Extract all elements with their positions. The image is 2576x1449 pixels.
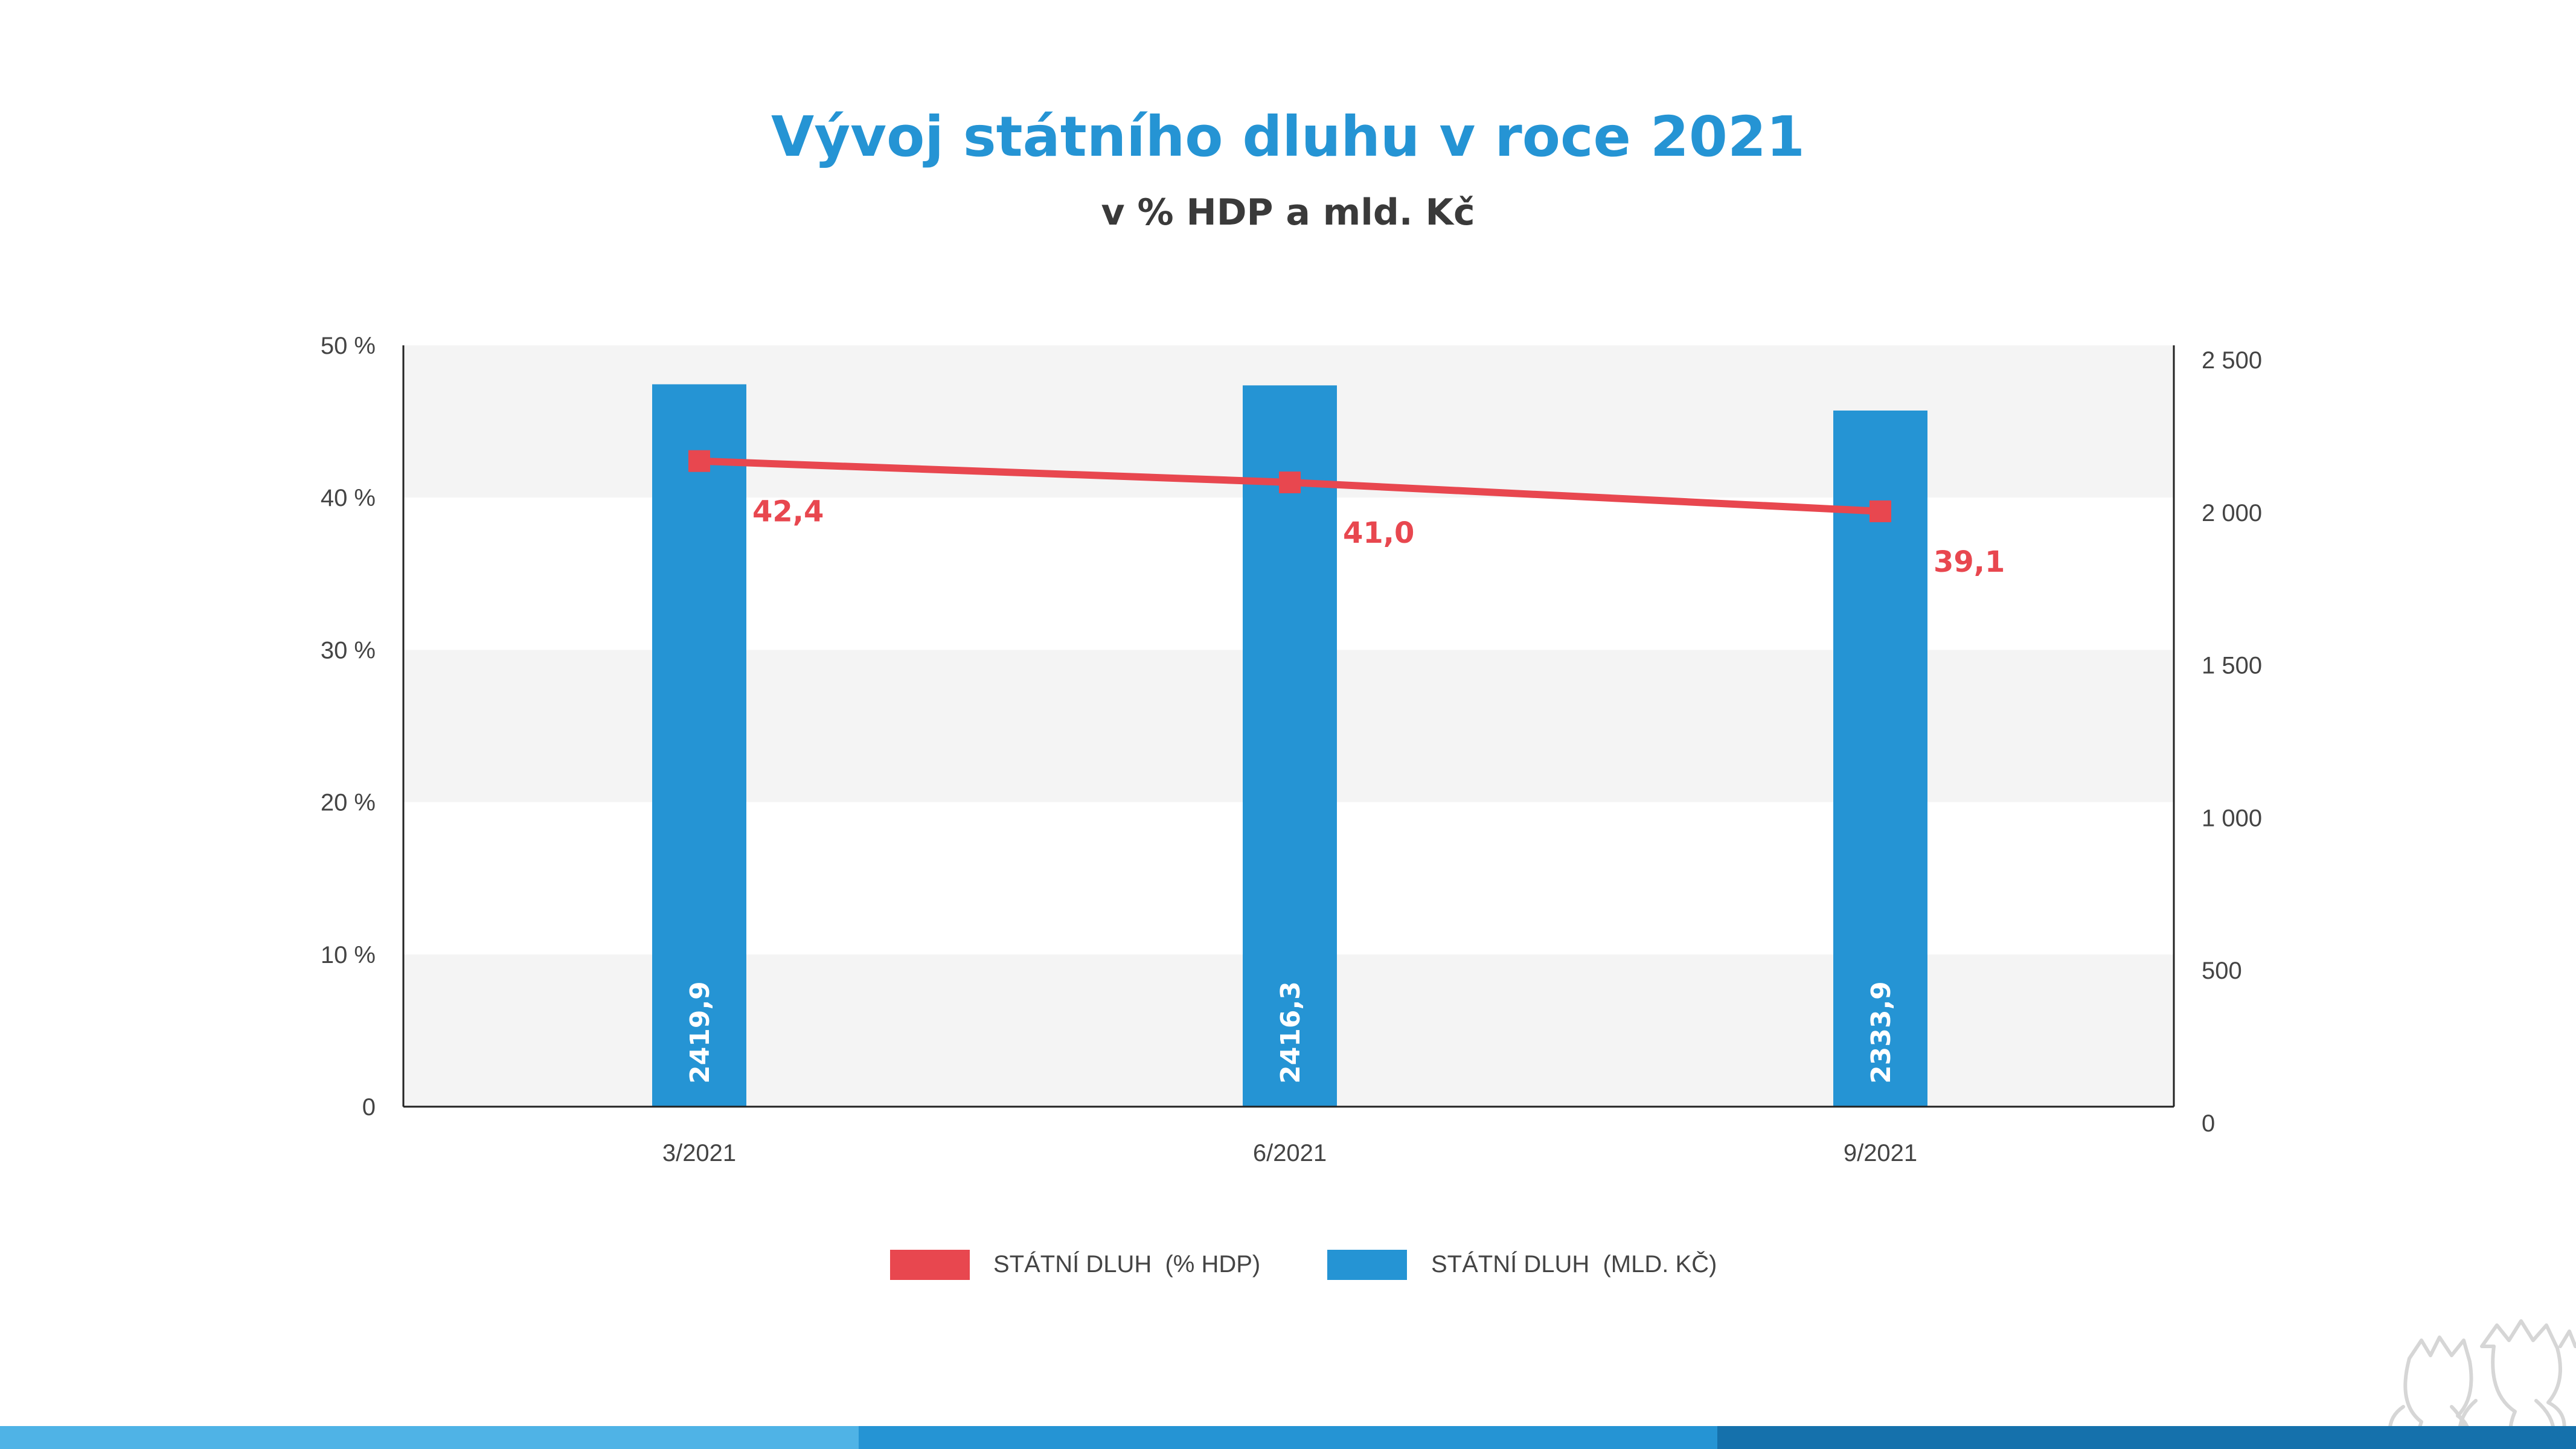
y-left-tick-label: 30 %: [321, 637, 376, 664]
x-tick-label: 9/2021: [1844, 1140, 1917, 1166]
y-left-tick-label: 0: [362, 1094, 376, 1121]
y-left-tick-label: 50 %: [321, 333, 376, 359]
chart-subtitle: v % HDP a mld. Kč: [1101, 191, 1475, 234]
legend: STÁTNÍ DLUH (% HDP) STÁTNÍ DLUH (MLD. KČ…: [890, 1250, 1717, 1280]
y-right-tick-label: 0: [2202, 1110, 2215, 1137]
y-right-tick-label: 1 000: [2202, 805, 2262, 831]
chart-title: Vývoj státního dluhu v roce 2021: [771, 104, 1805, 169]
footer-bar-segment-3: [1717, 1426, 2576, 1449]
line-series: 42,4 41,0 39,1: [688, 450, 2005, 579]
bar: [652, 384, 746, 1107]
line-point: [1870, 500, 1891, 522]
bar: [1243, 385, 1337, 1107]
line-data-label: 42,4: [752, 495, 824, 529]
bar-data-label: 2333,9: [1866, 981, 1897, 1084]
bar: [1833, 410, 1927, 1107]
line-point: [1279, 471, 1301, 493]
axes: 0 10 % 20 % 30 % 40 % 50 % 0 500 1 000 1 500 2 000…: [321, 333, 2262, 1166]
legend-swatch-line: [890, 1250, 970, 1280]
legend-label-line: STÁTNÍ DLUH (% HDP): [993, 1250, 1260, 1278]
line-data-label: 41,0: [1343, 516, 1414, 550]
y-left-tick-label: 10 %: [321, 942, 376, 968]
y-right-tick-label: 500: [2202, 958, 2242, 984]
footer-bar-segment-1: [0, 1426, 859, 1449]
legend-label-bar: STÁTNÍ DLUH (MLD. KČ): [1431, 1250, 1717, 1278]
y-right-tick-label: 2 500: [2202, 347, 2262, 374]
y-right-tick-label: 1 500: [2202, 653, 2262, 679]
y-left-tick-label: 20 %: [321, 790, 376, 816]
line-point: [688, 450, 710, 472]
y-right-tick-label: 2 000: [2202, 500, 2262, 526]
x-tick-label: 6/2021: [1253, 1140, 1327, 1166]
x-tick-label: 3/2021: [662, 1140, 736, 1166]
legend-swatch-bar: [1327, 1250, 1407, 1280]
line-data-label: 39,1: [1934, 545, 2005, 579]
footer-bar-segment-2: [859, 1426, 1717, 1449]
bar-data-label: 2419,9: [685, 981, 716, 1084]
bar-series: 2419,9 2416,3 2333,9: [652, 384, 1927, 1107]
y-left-tick-label: 40 %: [321, 485, 376, 511]
bar-data-label: 2416,3: [1275, 981, 1306, 1084]
